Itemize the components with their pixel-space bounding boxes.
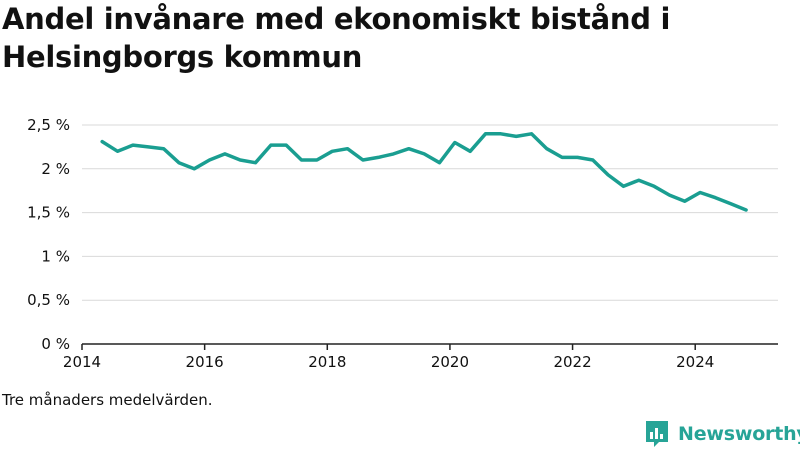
data-point — [178, 161, 180, 163]
y-tick-label: 2 % — [41, 160, 70, 178]
data-point — [500, 133, 502, 135]
y-tick-label: 1,5 % — [27, 204, 70, 222]
x-tick-label: 2016 — [186, 353, 224, 371]
data-point — [438, 161, 440, 163]
data-point — [515, 135, 517, 137]
data-point — [193, 168, 195, 170]
data-point — [484, 133, 486, 135]
y-tick-label: 0,5 % — [27, 291, 70, 309]
series-line — [100, 132, 748, 212]
data-point — [668, 194, 670, 196]
x-tick-label: 2018 — [308, 353, 346, 371]
data-point — [423, 153, 425, 155]
data-point — [285, 144, 287, 146]
x-tick-label: 2020 — [431, 353, 469, 371]
data-point — [592, 159, 594, 161]
data-point — [147, 146, 149, 148]
data-point — [331, 150, 333, 152]
data-point — [132, 144, 134, 146]
data-point — [392, 153, 394, 155]
x-tick-label: 2014 — [63, 353, 101, 371]
data-point — [730, 203, 732, 205]
data-point — [346, 147, 348, 149]
data-point — [377, 156, 379, 158]
brand-logo: Newsworthy — [644, 419, 800, 449]
data-point — [638, 179, 640, 181]
data-point — [270, 144, 272, 146]
newsworthy-logo-icon — [646, 421, 668, 447]
y-tick-label: 1 % — [41, 247, 70, 265]
data-point — [101, 140, 103, 142]
data-point — [316, 159, 318, 161]
x-tick-label: 2022 — [553, 353, 591, 371]
y-tick-label: 0 % — [41, 335, 70, 353]
data-point — [561, 156, 563, 158]
data-point — [530, 133, 532, 135]
x-tick-label: 2024 — [676, 353, 714, 371]
series-group — [100, 132, 748, 212]
data-point — [576, 156, 578, 158]
data-point — [116, 150, 118, 152]
chart-footnote: Tre månaders medelvärden. — [2, 391, 213, 409]
data-point — [239, 159, 241, 161]
data-point — [607, 174, 609, 176]
data-point — [714, 197, 716, 199]
data-point — [254, 161, 256, 163]
data-point — [362, 159, 364, 161]
chart-title: Andel invånare med ekonomiskt bistånd i … — [2, 2, 671, 74]
data-point — [208, 159, 210, 161]
brand-name: Newsworthy — [678, 423, 800, 445]
data-point — [699, 191, 701, 193]
data-point — [653, 185, 655, 187]
y-tick-label: 2,5 % — [27, 116, 70, 134]
data-point — [745, 209, 747, 211]
data-point — [300, 159, 302, 161]
data-point — [684, 200, 686, 202]
data-point — [469, 150, 471, 152]
y-axis-labels: 0 % 0,5 % 1 % 1,5 % 2 % 2,5 % — [27, 116, 70, 353]
data-point — [546, 147, 548, 149]
data-point — [224, 153, 226, 155]
data-point — [622, 185, 624, 187]
data-point — [408, 147, 410, 149]
x-axis: 2014 2016 2018 2020 2022 2024 — [63, 343, 778, 371]
gridlines — [82, 124, 778, 301]
data-point — [162, 147, 164, 149]
data-point — [454, 141, 456, 143]
